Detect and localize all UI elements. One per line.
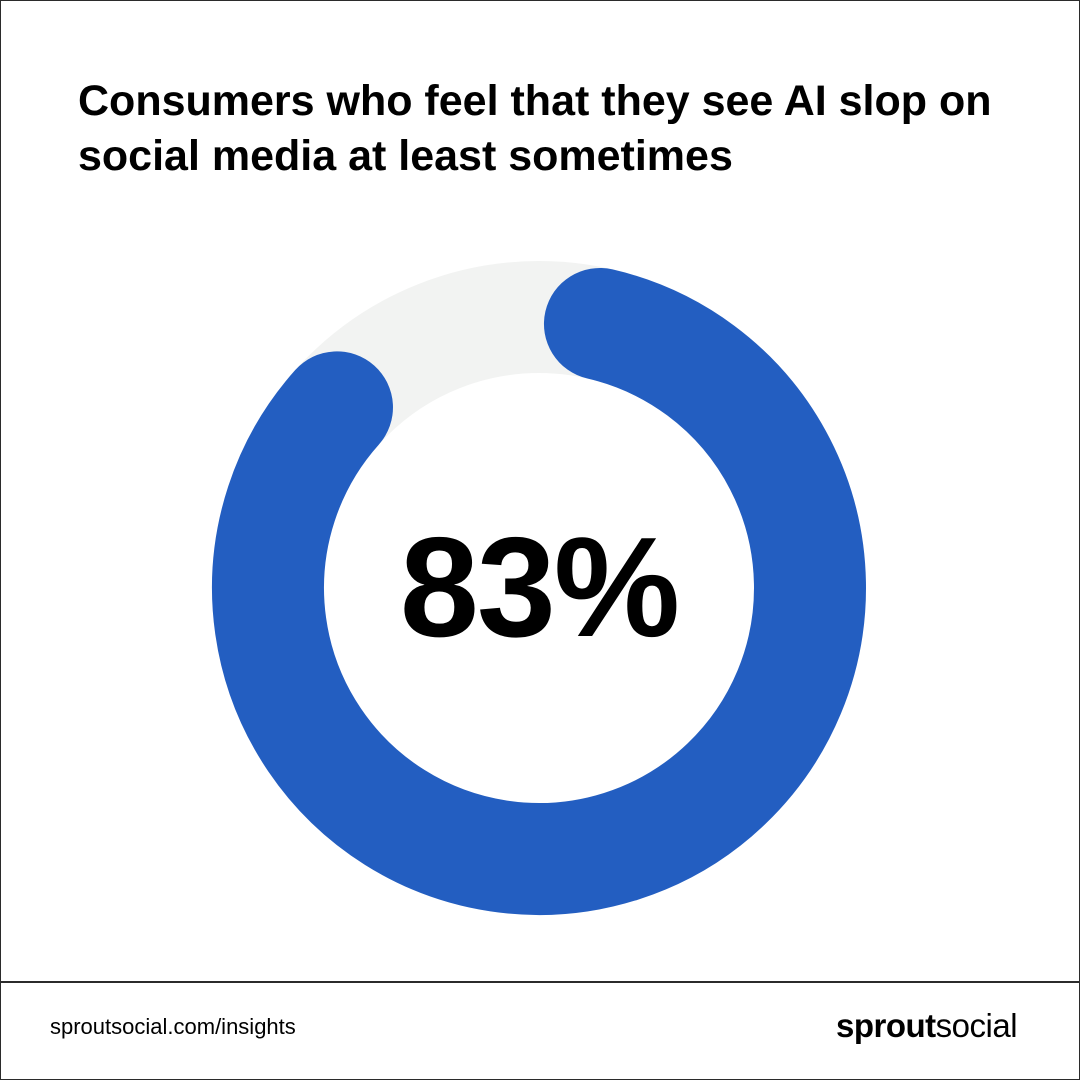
donut-value-arc xyxy=(212,267,866,915)
footer-divider xyxy=(0,981,1080,983)
chart-title: Consumers who feel that they see AI slop… xyxy=(78,77,992,180)
source-url: sproutsocial.com/insights xyxy=(50,1014,296,1039)
logo-sprout: sprout xyxy=(836,1007,936,1044)
donut-value-label: 83% xyxy=(400,508,678,667)
logo-social: social xyxy=(935,1007,1018,1044)
brand-logo: sproutsocial xyxy=(836,1006,1018,1046)
